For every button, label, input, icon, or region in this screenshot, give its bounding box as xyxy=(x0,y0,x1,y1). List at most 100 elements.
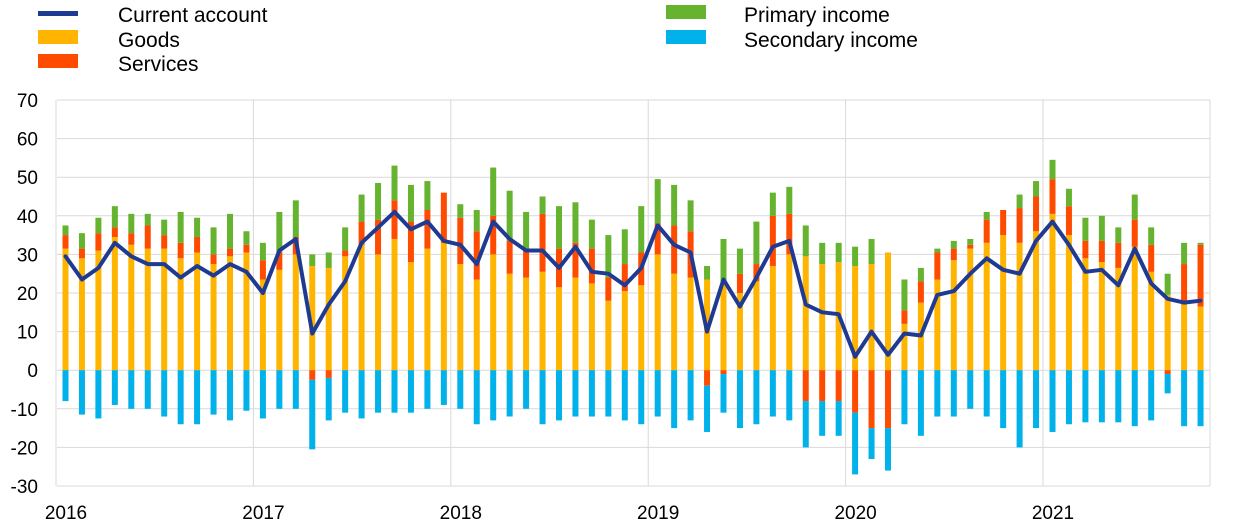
bar-secondary-income xyxy=(885,428,891,471)
bar-services xyxy=(605,277,612,301)
bar-secondary-income xyxy=(950,370,957,417)
bar-goods xyxy=(407,262,414,371)
bar-secondary-income xyxy=(309,379,316,450)
bar-goods xyxy=(868,264,875,371)
bar-secondary-income xyxy=(210,370,217,415)
bar-primary-income xyxy=(967,238,974,245)
bar-services xyxy=(1065,206,1072,236)
x-tick-label: 2017 xyxy=(242,503,284,524)
x-tick-label: 2020 xyxy=(834,503,876,524)
bar-secondary-income xyxy=(1181,370,1188,427)
bar-primary-income xyxy=(292,200,299,238)
bar-goods xyxy=(440,242,447,371)
bar-goods xyxy=(1065,235,1072,371)
bar-secondary-income xyxy=(1065,370,1072,425)
bar-goods xyxy=(621,291,628,371)
bar-primary-income xyxy=(1197,242,1204,245)
bar-goods xyxy=(556,287,562,371)
y-tick-label: 70 xyxy=(17,91,38,112)
bar-secondary-income xyxy=(704,385,711,432)
bar-secondary-income xyxy=(523,370,530,409)
bar-services xyxy=(901,310,908,324)
bar-secondary-income xyxy=(769,370,776,417)
bar-services xyxy=(852,370,859,413)
bar-secondary-income xyxy=(1164,374,1171,394)
bar-primary-income xyxy=(407,184,414,222)
legend-label-goods: Goods xyxy=(118,29,180,52)
bar-primary-income xyxy=(1098,215,1105,241)
bar-secondary-income xyxy=(276,370,283,409)
bar-goods xyxy=(194,252,201,371)
bar-primary-income xyxy=(539,196,546,214)
bar-primary-income xyxy=(523,211,530,251)
bar-goods xyxy=(901,323,908,371)
bar-secondary-income xyxy=(868,428,875,459)
bar-services xyxy=(1098,240,1105,263)
bar-primary-income xyxy=(342,227,349,251)
bar-secondary-income xyxy=(671,370,678,429)
bar-secondary-income xyxy=(62,370,69,402)
bar-services xyxy=(1033,196,1040,232)
bar-goods xyxy=(572,277,579,371)
bar-goods xyxy=(161,248,168,371)
bar-services xyxy=(917,281,924,303)
bar-secondary-income xyxy=(572,370,579,417)
bar-primary-income xyxy=(835,242,842,263)
bar-goods xyxy=(325,267,332,371)
bar-goods xyxy=(62,248,69,371)
bar-services xyxy=(786,213,793,255)
bar-primary-income xyxy=(128,213,135,234)
bar-services xyxy=(769,215,776,266)
bar-primary-income xyxy=(736,248,743,274)
bar-goods xyxy=(227,256,233,371)
bar-goods xyxy=(259,279,266,371)
bar-primary-income xyxy=(588,219,595,249)
bar-goods xyxy=(506,273,513,371)
legend-label-current-account: Current account xyxy=(118,4,268,27)
bar-services xyxy=(885,370,891,429)
bar-services xyxy=(144,225,151,249)
bar-services xyxy=(95,233,102,251)
bar-goods xyxy=(1181,304,1188,371)
bar-goods xyxy=(391,238,398,371)
bar-goods xyxy=(1000,235,1007,371)
bar-services xyxy=(194,237,201,253)
bar-primary-income xyxy=(309,254,316,266)
bar-secondary-income xyxy=(687,370,694,421)
bar-primary-income xyxy=(819,242,826,265)
bar-secondary-income xyxy=(144,370,151,409)
bar-secondary-income xyxy=(852,412,859,475)
bar-primary-income xyxy=(950,240,957,249)
bar-secondary-income xyxy=(819,401,826,436)
bar-primary-income xyxy=(177,211,184,243)
bar-primary-income xyxy=(753,221,760,265)
bar-services xyxy=(802,370,809,402)
bar-services xyxy=(967,244,974,249)
bar-goods xyxy=(473,279,480,371)
bar-primary-income xyxy=(424,181,431,211)
bar-services xyxy=(1197,244,1204,307)
bar-primary-income xyxy=(572,202,579,243)
bar-primary-income xyxy=(276,211,283,253)
y-tick-label: 10 xyxy=(17,323,38,344)
bar-primary-income xyxy=(687,200,694,232)
bar-goods xyxy=(819,264,826,371)
bar-primary-income xyxy=(983,211,990,220)
bar-services xyxy=(934,252,941,280)
bar-secondary-income xyxy=(917,370,924,436)
bar-services xyxy=(358,221,365,245)
bar-goods xyxy=(1082,258,1089,371)
bar-goods xyxy=(1131,246,1138,371)
bar-primary-income xyxy=(375,182,382,220)
bar-secondary-income xyxy=(243,370,250,411)
bar-goods xyxy=(490,254,497,371)
y-tick-label: 50 xyxy=(17,168,38,189)
bar-services xyxy=(1115,242,1122,268)
bar-services xyxy=(457,217,464,265)
bar-secondary-income xyxy=(605,370,612,417)
y-tick-label: -20 xyxy=(11,438,38,459)
legend-label-primary-income: Primary income xyxy=(744,4,890,27)
bar-goods xyxy=(523,277,530,371)
